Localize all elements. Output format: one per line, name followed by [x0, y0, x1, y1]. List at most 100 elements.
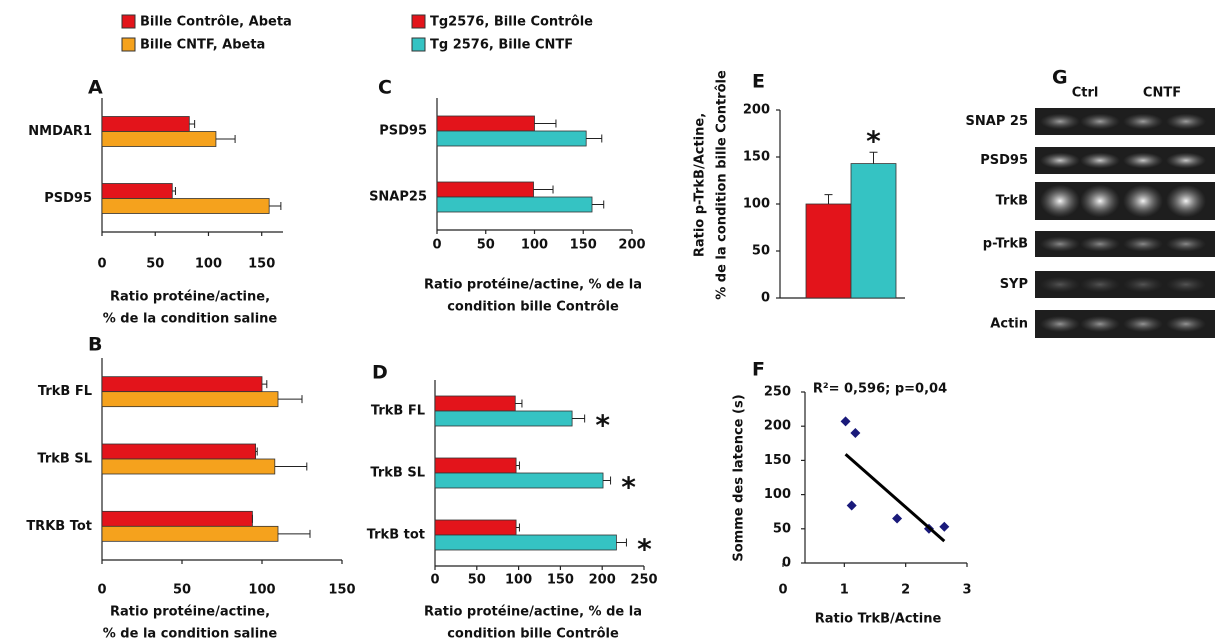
- error-bar: [572, 414, 586, 423]
- error-bar: [262, 380, 268, 389]
- x-tick-label: 100: [195, 257, 222, 272]
- axis-title: Ratio protéine/actine,: [110, 605, 270, 620]
- blot-band: [1166, 236, 1206, 252]
- legend-swatch: [411, 14, 426, 29]
- y-tick-label: 100: [764, 487, 791, 502]
- blot-band: [1123, 113, 1163, 130]
- x-tick-label: 250: [630, 573, 657, 588]
- axis-title: Ratio p-TrkB/Actine,: [693, 113, 708, 257]
- x-tick-label: 100: [248, 583, 275, 598]
- error-bar: [533, 185, 554, 194]
- x-tick-label: 50: [146, 257, 164, 272]
- error-bar: [516, 523, 520, 532]
- point: [892, 513, 903, 524]
- blot-band: [1080, 315, 1120, 333]
- y-tick-label: PSD95: [379, 124, 427, 139]
- legend-swatch: [121, 14, 136, 29]
- x-tick-label: 0: [97, 257, 106, 272]
- y-tick-label: TRKB Tot: [26, 519, 92, 534]
- error-bar: [278, 529, 311, 538]
- y-tick-label: 0: [782, 556, 791, 571]
- error-bar: [869, 151, 878, 164]
- legend-swatch: [411, 37, 426, 52]
- y-tick-label: TrkB FL: [371, 404, 425, 419]
- y-tick-label: TrkB SL: [370, 466, 425, 481]
- bar: [101, 391, 279, 408]
- bar: [436, 181, 534, 198]
- blot-band: [1166, 315, 1206, 333]
- x-tick-label: 0: [430, 573, 439, 588]
- legend-label: Bille Contrôle, Abeta: [140, 15, 292, 30]
- y-tick-label: NMDAR1: [28, 124, 92, 139]
- error-bar: [586, 134, 603, 143]
- blot-band: [1080, 152, 1120, 169]
- axis-title: Ratio protéine/actine,: [110, 290, 270, 305]
- row-label: p-TrkB: [983, 237, 1028, 252]
- y-tick-label: TrkB tot: [367, 528, 425, 543]
- lane-group: CNTF: [1143, 86, 1181, 101]
- y-tick-label: 150: [764, 453, 791, 468]
- legend-label: Tg2576, Bille Contrôle: [430, 15, 593, 30]
- annotation: R²= 0,596; p=0,04: [813, 382, 947, 397]
- point: [939, 521, 950, 532]
- x-tick-label: 50: [173, 583, 191, 598]
- blot-band: [1166, 184, 1206, 218]
- error-bar: [616, 538, 627, 547]
- blot-band: [1166, 276, 1206, 293]
- row-label: SYP: [1000, 277, 1028, 292]
- panel-label: F: [752, 359, 765, 381]
- bar: [434, 534, 617, 551]
- point: [846, 500, 857, 511]
- bar: [101, 458, 276, 475]
- bar: [436, 115, 535, 132]
- error-bar: [172, 187, 176, 195]
- error-bar: [215, 135, 236, 143]
- y-tick-label: 200: [764, 419, 791, 434]
- blot-band: [1040, 236, 1080, 252]
- bar: [101, 443, 257, 460]
- panel-label: A: [88, 77, 103, 99]
- blot-band: [1123, 184, 1163, 218]
- panel-label: G: [1052, 67, 1068, 89]
- blot-band: [1080, 236, 1120, 252]
- blot-band: [1166, 113, 1206, 130]
- x-tick-label: 3: [962, 583, 971, 598]
- trendline: [844, 453, 946, 543]
- axis-title: % de la condition saline: [103, 627, 278, 642]
- row-label: PSD95: [980, 153, 1028, 168]
- panel-label: E: [752, 71, 765, 93]
- x-tick-label: 50: [477, 238, 495, 253]
- y-tick-label: PSD95: [44, 191, 92, 206]
- axis-title: % de la condition saline: [103, 312, 278, 327]
- panel-label: B: [88, 334, 102, 356]
- bar: [101, 525, 279, 542]
- legend-label: Bille CNTF, Abeta: [140, 38, 265, 53]
- point: [850, 428, 861, 439]
- error-bar: [189, 120, 196, 128]
- bar: [101, 510, 253, 527]
- x-tick-label: 0: [97, 583, 106, 598]
- significance: *: [637, 533, 652, 566]
- axis-title: Ratio protéine/actine, % de la: [424, 278, 642, 293]
- bar: [434, 472, 604, 489]
- y-tick-label: 150: [743, 150, 770, 165]
- x-tick-label: 200: [618, 238, 645, 253]
- blot-band: [1123, 152, 1163, 169]
- error-bar: [255, 447, 258, 456]
- legend-swatch: [121, 37, 136, 52]
- axis-title: % de la condition bille Contrôle: [715, 70, 730, 300]
- y-tick-label: SNAP25: [369, 190, 427, 205]
- bar: [101, 131, 217, 147]
- error-bar: [534, 119, 557, 128]
- point: [840, 416, 851, 427]
- y-tick-label: 50: [752, 244, 770, 259]
- axis-title: Ratio TrkB/Actine: [815, 612, 942, 627]
- row-label: SNAP 25: [966, 114, 1028, 129]
- blot-band: [1080, 184, 1120, 218]
- y-tick-label: 0: [761, 291, 770, 306]
- error-bar: [274, 462, 308, 471]
- x-tick-label: 100: [521, 238, 548, 253]
- axis-title: Somme des latence (s): [732, 394, 747, 561]
- y-tick-label: TrkB FL: [38, 384, 92, 399]
- blot-band: [1040, 113, 1080, 130]
